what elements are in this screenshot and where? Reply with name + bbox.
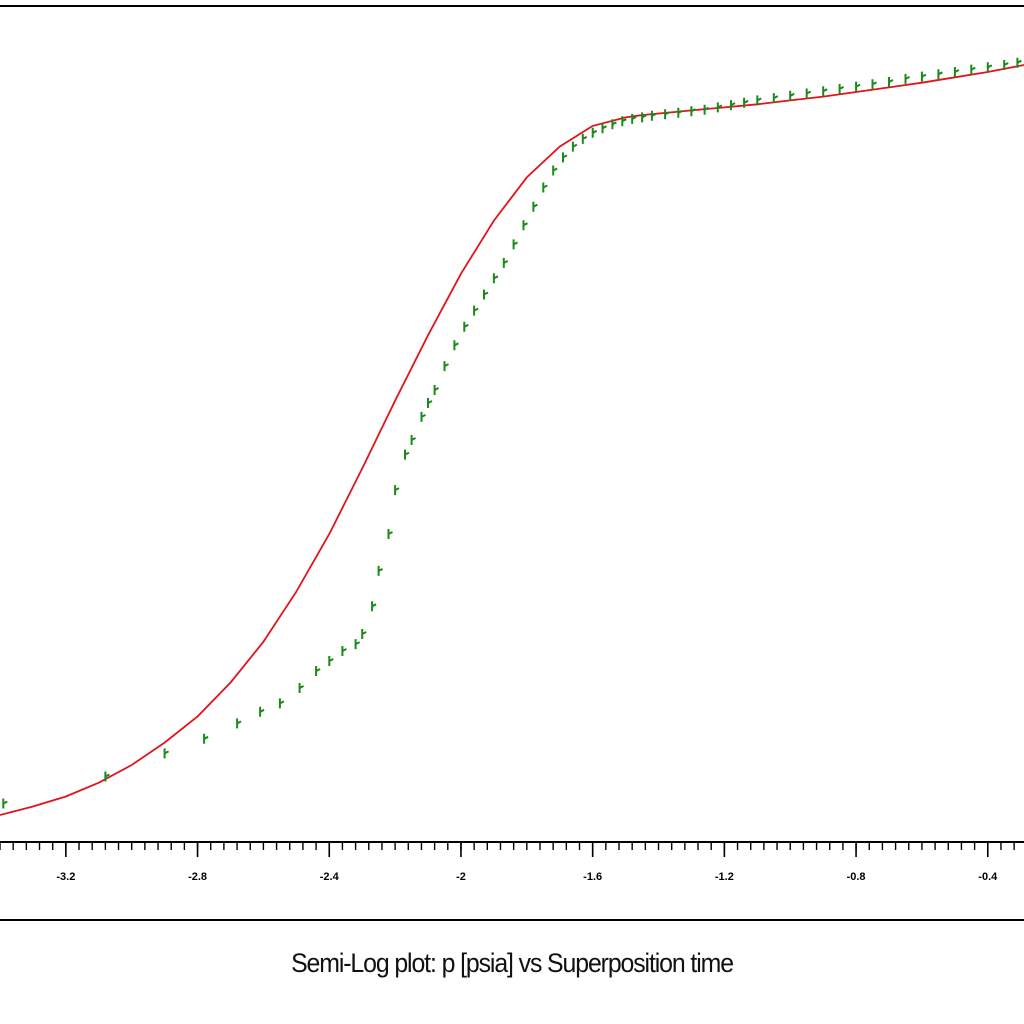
measured-point xyxy=(888,77,894,87)
measured-point xyxy=(236,718,242,729)
measured-point xyxy=(664,109,670,120)
measured-point xyxy=(631,113,637,124)
measured-point xyxy=(463,321,469,332)
model-curve-line xyxy=(0,64,1024,816)
measured-point xyxy=(542,182,548,193)
measured-point xyxy=(203,733,209,744)
measured-point xyxy=(502,257,509,268)
measured-point xyxy=(2,798,8,809)
measured-point xyxy=(772,93,779,104)
measured-point xyxy=(512,239,519,250)
chart-title: Semi-Log plot: p [psia] vs Superposition… xyxy=(291,948,734,978)
x-axis-minor-ticks xyxy=(0,842,1015,850)
measured-point xyxy=(532,201,538,212)
measured-point xyxy=(716,102,723,113)
x-tick-label: -0.4 xyxy=(978,871,998,883)
measured-point xyxy=(611,119,617,130)
measured-point xyxy=(650,110,657,121)
measured-points-group xyxy=(2,57,1022,809)
measured-point xyxy=(621,116,627,127)
measured-point xyxy=(394,485,400,496)
model-curve-group xyxy=(0,64,1024,816)
measured-point xyxy=(278,698,285,709)
measured-point xyxy=(552,165,558,176)
measured-point xyxy=(953,67,960,77)
measured-point xyxy=(743,97,749,108)
measured-point xyxy=(1016,57,1022,68)
measured-point xyxy=(838,83,845,94)
measured-point xyxy=(404,449,410,460)
measured-point xyxy=(163,748,170,759)
measured-point xyxy=(904,73,910,84)
measured-point xyxy=(522,220,528,231)
measured-point xyxy=(410,435,417,445)
measured-point xyxy=(453,340,459,351)
measured-point xyxy=(443,361,449,372)
measured-point xyxy=(361,629,367,639)
x-axis-ticks: -3.2 -2.8 -2.4 -2 -1.6 -1.2 -0.8 -0.4 xyxy=(56,842,998,883)
measured-point xyxy=(387,529,393,539)
measured-point xyxy=(690,106,696,117)
x-tick-label: -0.8 xyxy=(847,871,866,883)
x-tick-label: -2.8 xyxy=(188,871,207,883)
measured-point xyxy=(571,141,578,152)
measured-point xyxy=(986,62,993,73)
measured-point xyxy=(315,666,321,676)
measured-point xyxy=(591,127,598,138)
x-tick-label: -2 xyxy=(456,871,466,883)
measured-point xyxy=(871,79,877,90)
measured-point xyxy=(483,289,489,300)
measured-point xyxy=(354,639,361,650)
measured-point xyxy=(420,411,426,422)
measured-point xyxy=(730,100,736,111)
measured-point xyxy=(341,646,347,656)
x-tick-label: -2.4 xyxy=(320,871,340,883)
measured-point xyxy=(328,656,334,666)
measured-point xyxy=(855,81,861,92)
measured-point xyxy=(1003,60,1009,70)
measured-point xyxy=(433,385,440,395)
measured-point xyxy=(601,123,607,134)
measured-point xyxy=(641,112,647,123)
measured-point xyxy=(562,152,568,163)
measured-point xyxy=(377,565,384,576)
measured-point xyxy=(756,95,762,106)
measured-point xyxy=(805,88,812,99)
x-tick-label: -3.2 xyxy=(56,871,75,883)
measured-point xyxy=(937,69,943,80)
plot-frame xyxy=(0,5,1024,921)
measured-point xyxy=(677,107,683,118)
measured-point xyxy=(789,90,795,101)
measured-point xyxy=(371,601,377,612)
measured-point xyxy=(822,86,828,97)
x-tick-label: -1.2 xyxy=(715,871,734,883)
measured-point xyxy=(427,398,433,408)
measured-point xyxy=(920,71,927,82)
measured-point xyxy=(298,683,305,693)
measured-point xyxy=(104,771,110,782)
measured-point xyxy=(581,133,588,144)
x-tick-label: -1.6 xyxy=(583,871,602,883)
measured-point xyxy=(473,305,479,316)
measured-point xyxy=(259,706,265,717)
measured-point xyxy=(492,273,499,284)
measured-point xyxy=(703,104,710,115)
measured-point xyxy=(970,64,976,75)
